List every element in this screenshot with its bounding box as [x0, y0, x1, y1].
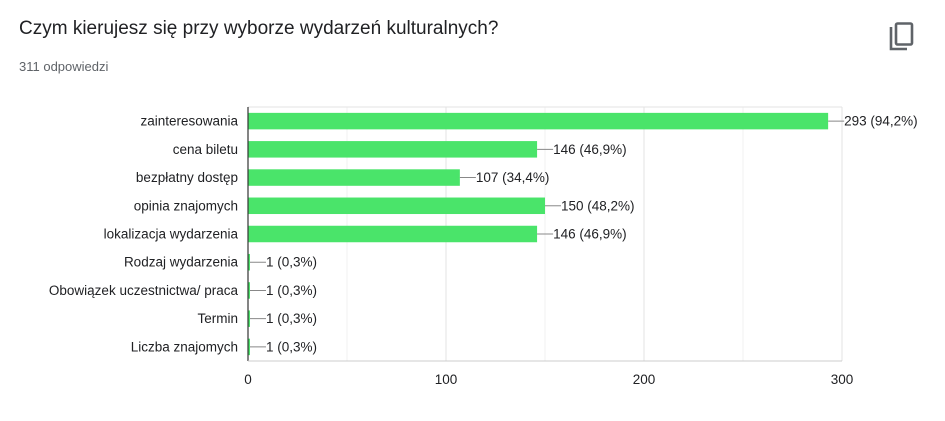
data-label: 1 (0,3%) [266, 339, 317, 354]
data-label: 1 (0,3%) [266, 283, 317, 298]
bar [248, 310, 250, 327]
data-label: 107 (34,4%) [476, 170, 550, 185]
bar [248, 225, 538, 243]
bar [248, 141, 538, 158]
category-label: Obowiązek uczestnictwa/ praca [49, 283, 239, 298]
data-label: 1 (0,3%) [266, 311, 317, 326]
x-tick-label: 200 [633, 372, 656, 387]
bar [248, 338, 250, 356]
category-label: Termin [197, 311, 238, 326]
bar [248, 112, 829, 130]
bar [248, 197, 545, 215]
category-label: cena biletu [173, 142, 238, 157]
data-label: 150 (48,2%) [561, 198, 635, 213]
x-tick-label: 100 [435, 372, 458, 387]
response-count: 311 odpowiedzi [19, 59, 109, 74]
copy-chart-button[interactable] [884, 20, 918, 54]
data-label: 146 (46,9%) [553, 227, 627, 242]
category-label: zainteresowania [140, 114, 238, 129]
data-label: 1 (0,3%) [266, 255, 317, 270]
bar [248, 169, 460, 186]
copy-icon [889, 22, 914, 51]
category-label: lokalizacja wydarzenia [104, 227, 239, 242]
question-title: Czym kierujesz się przy wyborze wydarzeń… [19, 18, 499, 39]
category-label: bezpłatny dostęp [136, 170, 238, 185]
x-tick-label: 0 [244, 372, 252, 387]
category-label: Liczba znajomych [131, 339, 238, 354]
data-label: 146 (46,9%) [553, 142, 627, 157]
x-tick-label: 300 [831, 372, 854, 387]
category-label: opinia znajomych [134, 198, 238, 213]
data-label: 293 (94,2%) [844, 114, 918, 129]
bar [248, 282, 250, 299]
category-label: Rodzaj wydarzenia [124, 255, 239, 270]
bar [248, 253, 250, 271]
